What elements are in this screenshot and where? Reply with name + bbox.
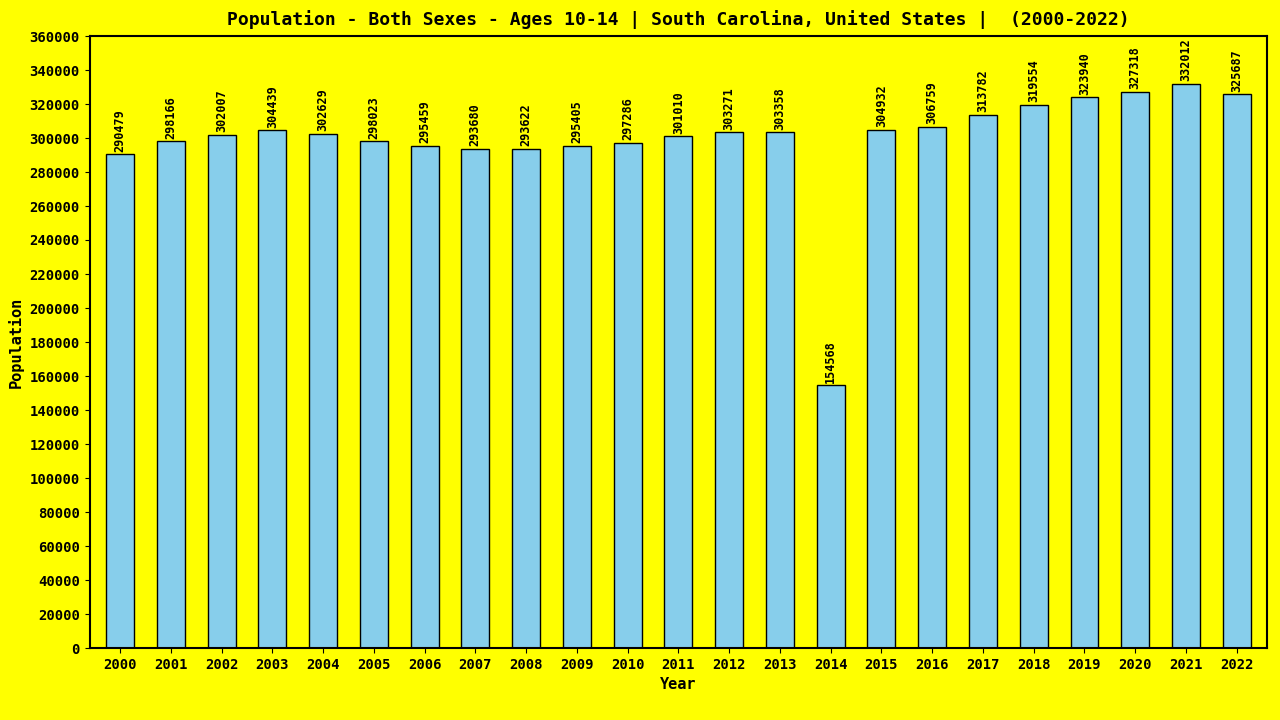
Bar xyxy=(969,114,997,648)
Bar xyxy=(207,135,236,648)
Bar xyxy=(716,132,744,648)
Text: 293680: 293680 xyxy=(468,104,481,146)
Text: 154568: 154568 xyxy=(824,340,837,383)
Bar xyxy=(461,149,489,648)
Text: 327318: 327318 xyxy=(1129,46,1142,89)
Bar xyxy=(817,385,845,648)
Text: 302007: 302007 xyxy=(215,89,228,132)
Text: 303271: 303271 xyxy=(723,87,736,130)
Bar xyxy=(1222,94,1251,648)
Bar xyxy=(1020,104,1047,648)
Text: 319554: 319554 xyxy=(1028,60,1041,102)
Text: 332012: 332012 xyxy=(1179,38,1193,81)
Bar xyxy=(157,141,184,648)
Text: 303358: 303358 xyxy=(773,87,786,130)
Text: 298166: 298166 xyxy=(164,96,178,138)
Bar xyxy=(106,154,134,648)
Text: 304439: 304439 xyxy=(266,85,279,128)
Text: 301010: 301010 xyxy=(672,91,685,134)
Text: 293622: 293622 xyxy=(520,104,532,146)
Title: Population - Both Sexes - Ages 10-14 | South Carolina, United States |  (2000-20: Population - Both Sexes - Ages 10-14 | S… xyxy=(227,10,1130,29)
Bar xyxy=(1121,91,1149,648)
Bar xyxy=(310,133,337,648)
Text: 297286: 297286 xyxy=(621,97,634,140)
Bar xyxy=(868,130,896,648)
Text: 306759: 306759 xyxy=(925,81,938,124)
Bar xyxy=(664,136,692,648)
Text: 302629: 302629 xyxy=(316,89,329,131)
Text: 295405: 295405 xyxy=(571,101,584,143)
Bar xyxy=(411,145,439,648)
Text: 298023: 298023 xyxy=(367,96,380,139)
Text: 323940: 323940 xyxy=(1078,52,1091,95)
X-axis label: Year: Year xyxy=(660,678,696,692)
Bar xyxy=(563,146,591,648)
Bar xyxy=(613,143,641,648)
Bar xyxy=(1070,97,1098,648)
Text: 295459: 295459 xyxy=(419,100,431,143)
Text: 290479: 290479 xyxy=(114,109,127,152)
Bar xyxy=(360,141,388,648)
Text: 325687: 325687 xyxy=(1230,49,1243,91)
Bar xyxy=(918,127,946,648)
Bar xyxy=(765,132,794,648)
Text: 313782: 313782 xyxy=(977,69,989,112)
Text: 304932: 304932 xyxy=(876,84,888,127)
Bar xyxy=(259,130,287,648)
Bar xyxy=(512,149,540,648)
Bar xyxy=(1172,84,1199,648)
Y-axis label: Population: Population xyxy=(8,297,24,387)
